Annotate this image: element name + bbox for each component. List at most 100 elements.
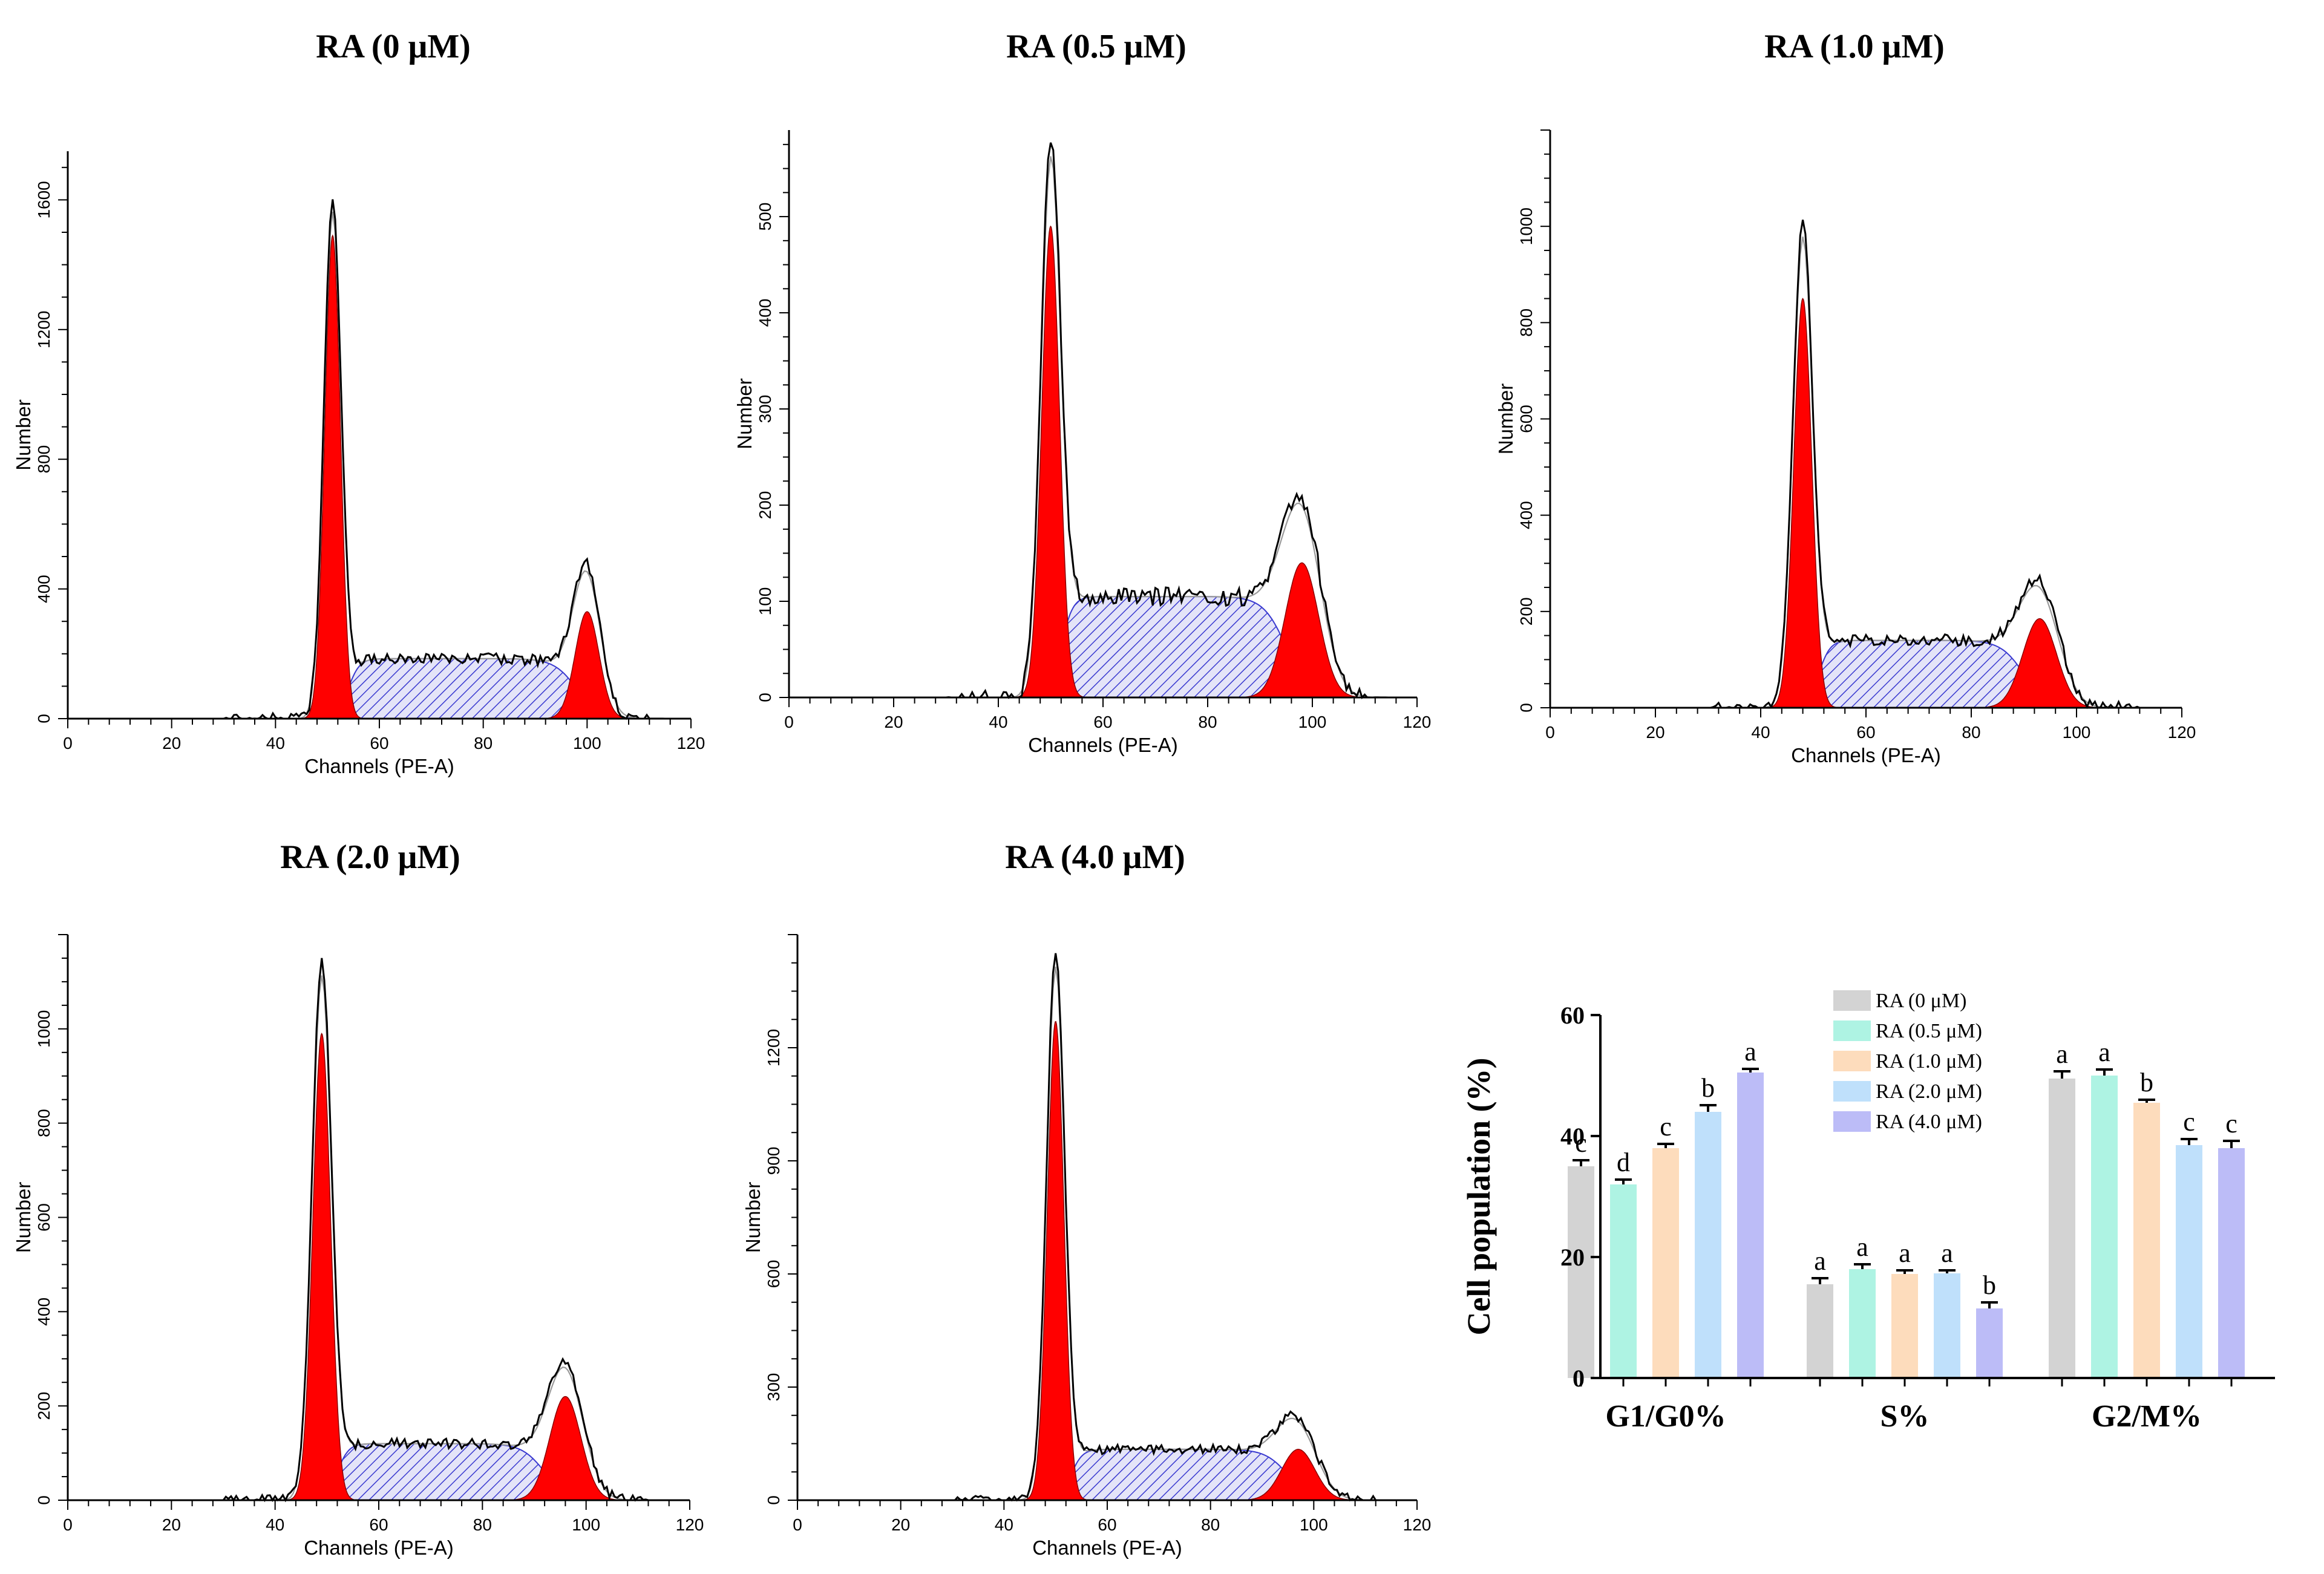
y-tick-label: 1200	[34, 311, 53, 348]
bar	[1976, 1308, 2003, 1378]
y-axis-ticks: 0 400 800 1200 1600	[34, 181, 53, 723]
fitted-curve	[203, 211, 670, 720]
y-tick-label: 0	[756, 693, 774, 702]
y-tick-label: 200	[756, 491, 774, 520]
y-tick-label: 300	[756, 395, 774, 423]
minor-ticks	[58, 934, 690, 1510]
y-tick-label: 600	[34, 1203, 53, 1232]
x-tick-label: 120	[677, 734, 705, 753]
bar	[1610, 1184, 1637, 1378]
x-tick-label: 0	[63, 1515, 73, 1534]
bar-y-tick-label: 20	[1560, 1244, 1585, 1271]
minor-ticks	[1540, 129, 2182, 717]
x-tick-label: 80	[474, 734, 493, 753]
fitted-curve	[931, 966, 1396, 1501]
x-axis-title: Channels (PE-A)	[304, 1536, 454, 1559]
y-axis-title: Number	[742, 1182, 764, 1253]
bar	[1934, 1273, 1960, 1378]
x-tick-label: 80	[1201, 1515, 1220, 1534]
bar-chart-y-axis-title: Cell population (%)	[1461, 1057, 1497, 1335]
x-axis-title: Channels (PE-A)	[1791, 744, 1941, 766]
y-tick-label: 400	[756, 299, 774, 327]
x-tick-label: 60	[369, 1515, 388, 1534]
significance-letter: a	[1899, 1238, 1911, 1268]
legend-label: RA (0 μM)	[1876, 990, 1966, 1012]
significance-letter: a	[1744, 1037, 1756, 1066]
y-tick-label: 900	[764, 1147, 783, 1175]
significance-letter: a	[2056, 1039, 2068, 1069]
y-tick-label: 0	[34, 714, 53, 723]
x-tick-label: 60	[370, 734, 388, 753]
significance-letter: b	[2140, 1068, 2153, 1097]
histogram-panel-ra-0: RA (0 μM) 0 20 40 60 80 100 120 0 400 80…	[12, 28, 705, 777]
legend-swatch	[1833, 1020, 1871, 1041]
significance-letter: c	[2183, 1107, 2195, 1137]
y-tick-label: 800	[34, 1109, 53, 1137]
x-tick-label: 20	[162, 734, 181, 753]
histogram-panel-ra-1-0: RA (1.0 μM) 0 20 40 60 80 100 120 0 200 …	[1494, 28, 2196, 766]
bar	[2049, 1079, 2075, 1378]
measured-curve	[925, 142, 1396, 699]
minor-ticks	[779, 143, 1418, 707]
x-tick-label: 20	[884, 713, 903, 731]
x-axis-ticks: 0 20 40 60 80 100 120	[1545, 723, 2196, 742]
x-tick-label: 120	[1403, 1515, 1432, 1534]
y-tick-label: 400	[1517, 501, 1536, 529]
bar	[1652, 1148, 1679, 1378]
bar	[2133, 1103, 2160, 1378]
bar	[2091, 1076, 2118, 1378]
x-axis-title: Channels (PE-A)	[1032, 1536, 1182, 1559]
histogram-plot-area	[202, 958, 669, 1503]
y-tick-label: 1200	[764, 1029, 783, 1066]
y-tick-label: 400	[34, 1298, 53, 1326]
bar-y-tick-label: 60	[1560, 1002, 1585, 1029]
x-axis-ticks: 0 20 40 60 80 100 120	[784, 713, 1431, 731]
x-tick-label: 40	[989, 713, 1007, 731]
y-axis-ticks: 0 300 600 900 1200	[764, 1029, 783, 1505]
x-tick-label: 0	[784, 713, 794, 731]
significance-letter: a	[2098, 1037, 2110, 1067]
measured-curve	[931, 953, 1396, 1502]
histogram-plot-area	[931, 953, 1396, 1502]
bar-chart-category-labels: G1/G0% S% G2/M%	[1605, 1399, 2202, 1434]
y-tick-label: 200	[1517, 597, 1536, 625]
x-tick-label: 120	[676, 1515, 704, 1534]
significance-letter: a	[1814, 1246, 1826, 1276]
bar	[2218, 1148, 2245, 1378]
y-tick-label: 400	[34, 575, 53, 603]
legend-swatch	[1833, 1081, 1871, 1102]
bar	[1807, 1284, 1833, 1378]
significance-letter: c	[1660, 1112, 1672, 1141]
x-tick-label: 60	[1098, 1515, 1116, 1534]
bar	[1849, 1269, 1876, 1378]
y-tick-label: 100	[756, 587, 774, 616]
category-label-g1: G1/G0%	[1605, 1399, 1726, 1434]
significance-letter: a	[1941, 1238, 1953, 1268]
minor-ticks	[788, 934, 1418, 1510]
g2-peak	[1226, 562, 1378, 698]
significance-letter: d	[1617, 1148, 1630, 1177]
bar	[1568, 1166, 1594, 1378]
panel-title: RA (0 μM)	[316, 28, 471, 65]
x-tick-label: 20	[162, 1515, 181, 1534]
histogram-panel-ra-2-0: RA (2.0 μM) 0 20 40 60 80 100 120 0 200 …	[12, 838, 704, 1559]
panel-title: RA (4.0 μM)	[1005, 838, 1185, 876]
significance-letter: a	[1856, 1232, 1868, 1262]
fitted-curve	[202, 975, 669, 1501]
x-tick-label: 80	[1962, 723, 1980, 742]
significance-letter: c	[1575, 1128, 1587, 1158]
minor-ticks	[58, 166, 692, 728]
x-tick-label: 60	[1093, 713, 1112, 731]
x-tick-label: 40	[1751, 723, 1770, 742]
x-tick-label: 100	[1300, 1515, 1328, 1534]
x-axis-ticks: 0 20 40 60 80 100 120	[63, 1515, 704, 1534]
measured-curve	[1687, 220, 2161, 710]
x-tick-label: 40	[266, 1515, 284, 1534]
bar	[2176, 1145, 2202, 1378]
x-axis-ticks: 0 20 40 60 80 100 120	[793, 1515, 1431, 1534]
histogram-panel-ra-4-0: RA (4.0 μM) 0 20 40 60 80 100 120 0 300 …	[742, 838, 1431, 1559]
y-tick-label: 600	[764, 1260, 783, 1288]
x-axis-ticks: 0 20 40 60 80 100 120	[63, 734, 705, 753]
